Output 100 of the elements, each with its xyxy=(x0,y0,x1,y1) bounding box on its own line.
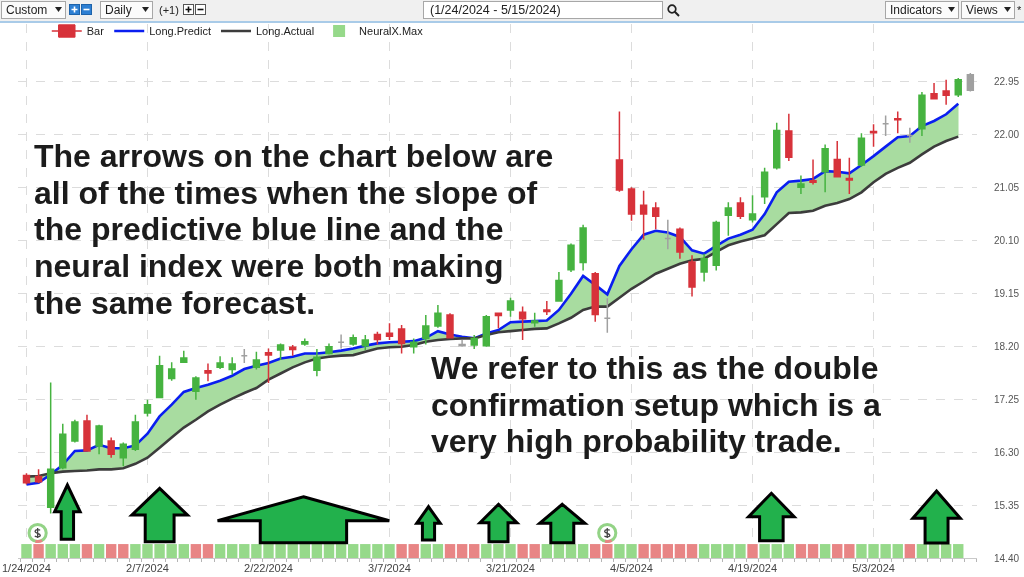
y-tick-label: 22.95 xyxy=(994,75,1020,87)
candlestick xyxy=(361,334,370,351)
candlestick xyxy=(821,143,829,194)
candlestick xyxy=(627,186,636,222)
candlestick xyxy=(773,121,781,171)
candlestick xyxy=(470,334,478,350)
legend-label: NeuralX.Max xyxy=(359,25,424,38)
x-tick-label: 3/7/2024 xyxy=(368,562,411,575)
candlestick xyxy=(857,132,866,168)
candlestick xyxy=(71,419,79,444)
candlestick xyxy=(192,375,200,401)
candlestick xyxy=(652,201,660,230)
x-tick-label: 3/21/2024 xyxy=(486,562,535,575)
y-tick-label: 21.05 xyxy=(994,181,1020,193)
candlestick xyxy=(760,167,769,205)
x-tick-label: 4/5/2024 xyxy=(610,562,653,575)
candlestick xyxy=(131,414,140,452)
candlestick xyxy=(22,472,31,486)
candlestick xyxy=(276,342,285,361)
candlestick xyxy=(603,297,612,334)
candlestick xyxy=(252,351,261,371)
candlestick xyxy=(639,189,648,241)
y-tick-label: 17.25 xyxy=(994,393,1020,405)
dropdown: Custom xyxy=(1,1,66,19)
x-tick-label: 5/3/2024 xyxy=(852,562,895,575)
annotation: The arrows on the chart below are all of the times when the slope of the predictive blue line and the neural index were both making the same forecast. xyxy=(34,138,555,322)
candlestick xyxy=(579,223,587,272)
text: (+1) xyxy=(159,4,179,17)
candlestick xyxy=(313,348,321,378)
candlestick xyxy=(180,349,188,364)
candlestick xyxy=(458,339,466,348)
candlestick xyxy=(531,311,539,328)
candlestick xyxy=(397,324,406,355)
candlestick xyxy=(264,347,273,384)
dropdown: Daily xyxy=(100,1,153,19)
candlestick xyxy=(422,314,430,346)
candlestick xyxy=(228,356,236,376)
candlestick xyxy=(155,354,164,399)
candlestick xyxy=(700,252,708,283)
y-tick-label: 19.15 xyxy=(994,287,1020,299)
candlestick xyxy=(518,305,527,341)
candlestick xyxy=(506,296,515,318)
y-tick-label: 14.40 xyxy=(994,552,1020,564)
text: * xyxy=(1017,4,1022,17)
candlestick xyxy=(240,348,248,364)
candlestick xyxy=(216,355,224,370)
candlestick xyxy=(591,271,599,323)
candlestick xyxy=(615,110,624,193)
candlestick xyxy=(894,110,902,134)
candlestick xyxy=(567,242,575,273)
candlestick xyxy=(748,194,757,224)
candlestick xyxy=(869,123,878,148)
dropdown: Views xyxy=(961,1,1015,19)
candlestick xyxy=(676,226,684,260)
candlestick xyxy=(434,304,442,329)
candlestick xyxy=(95,424,103,456)
candlestick xyxy=(446,312,454,340)
y-tick-label: 15.35 xyxy=(994,499,1020,511)
candlestick xyxy=(555,271,563,303)
candlestick xyxy=(301,337,309,347)
candlestick xyxy=(664,218,672,250)
y-tick-label: 22.00 xyxy=(994,128,1020,140)
candlestick xyxy=(881,114,890,137)
x-tick-label: 2/22/2024 xyxy=(244,562,293,575)
legend-label: Long.Actual xyxy=(255,25,315,38)
candlestick xyxy=(966,72,975,93)
dropdown: Indicators xyxy=(885,1,959,19)
legend-label: Bar xyxy=(86,25,105,38)
x-tick-label: 1/24/2024 xyxy=(2,562,51,575)
y-tick-label: 20.10 xyxy=(994,234,1020,246)
candlestick xyxy=(724,201,733,237)
candlestick xyxy=(143,398,152,418)
x-tick-label: 4/19/2024 xyxy=(728,562,777,575)
candlestick xyxy=(809,158,817,186)
candlestick xyxy=(918,91,926,137)
y-tick-label: 16.30 xyxy=(994,446,1020,458)
y-tick-label: 18.20 xyxy=(994,340,1020,352)
candlestick xyxy=(337,333,345,350)
candlestick xyxy=(688,254,696,298)
text-field: (1/24/2024 - 5/15/2024) xyxy=(423,1,663,19)
legend-label: Long.Predict xyxy=(149,25,211,38)
candlestick xyxy=(107,436,115,459)
candlestick xyxy=(785,112,793,162)
candlestick xyxy=(543,300,551,316)
candlestick xyxy=(736,196,745,220)
candlestick xyxy=(712,220,720,272)
candlestick xyxy=(942,78,950,106)
candlestick xyxy=(482,314,491,348)
x-tick-label: 2/7/2024 xyxy=(126,562,169,575)
annotation: We refer to this as the double confirmation setup which is a very high probability trade. xyxy=(431,350,882,461)
chart-title: (1/24/2024 - 5/15/2024) xyxy=(430,3,561,17)
candlestick xyxy=(954,77,962,98)
candlestick xyxy=(906,126,914,144)
candlestick xyxy=(46,381,55,515)
candlestick xyxy=(797,174,805,195)
candlestick xyxy=(325,342,333,356)
candlestick xyxy=(59,422,67,471)
candlestick xyxy=(845,157,854,195)
candlestick xyxy=(204,362,212,383)
candlestick xyxy=(83,414,91,453)
